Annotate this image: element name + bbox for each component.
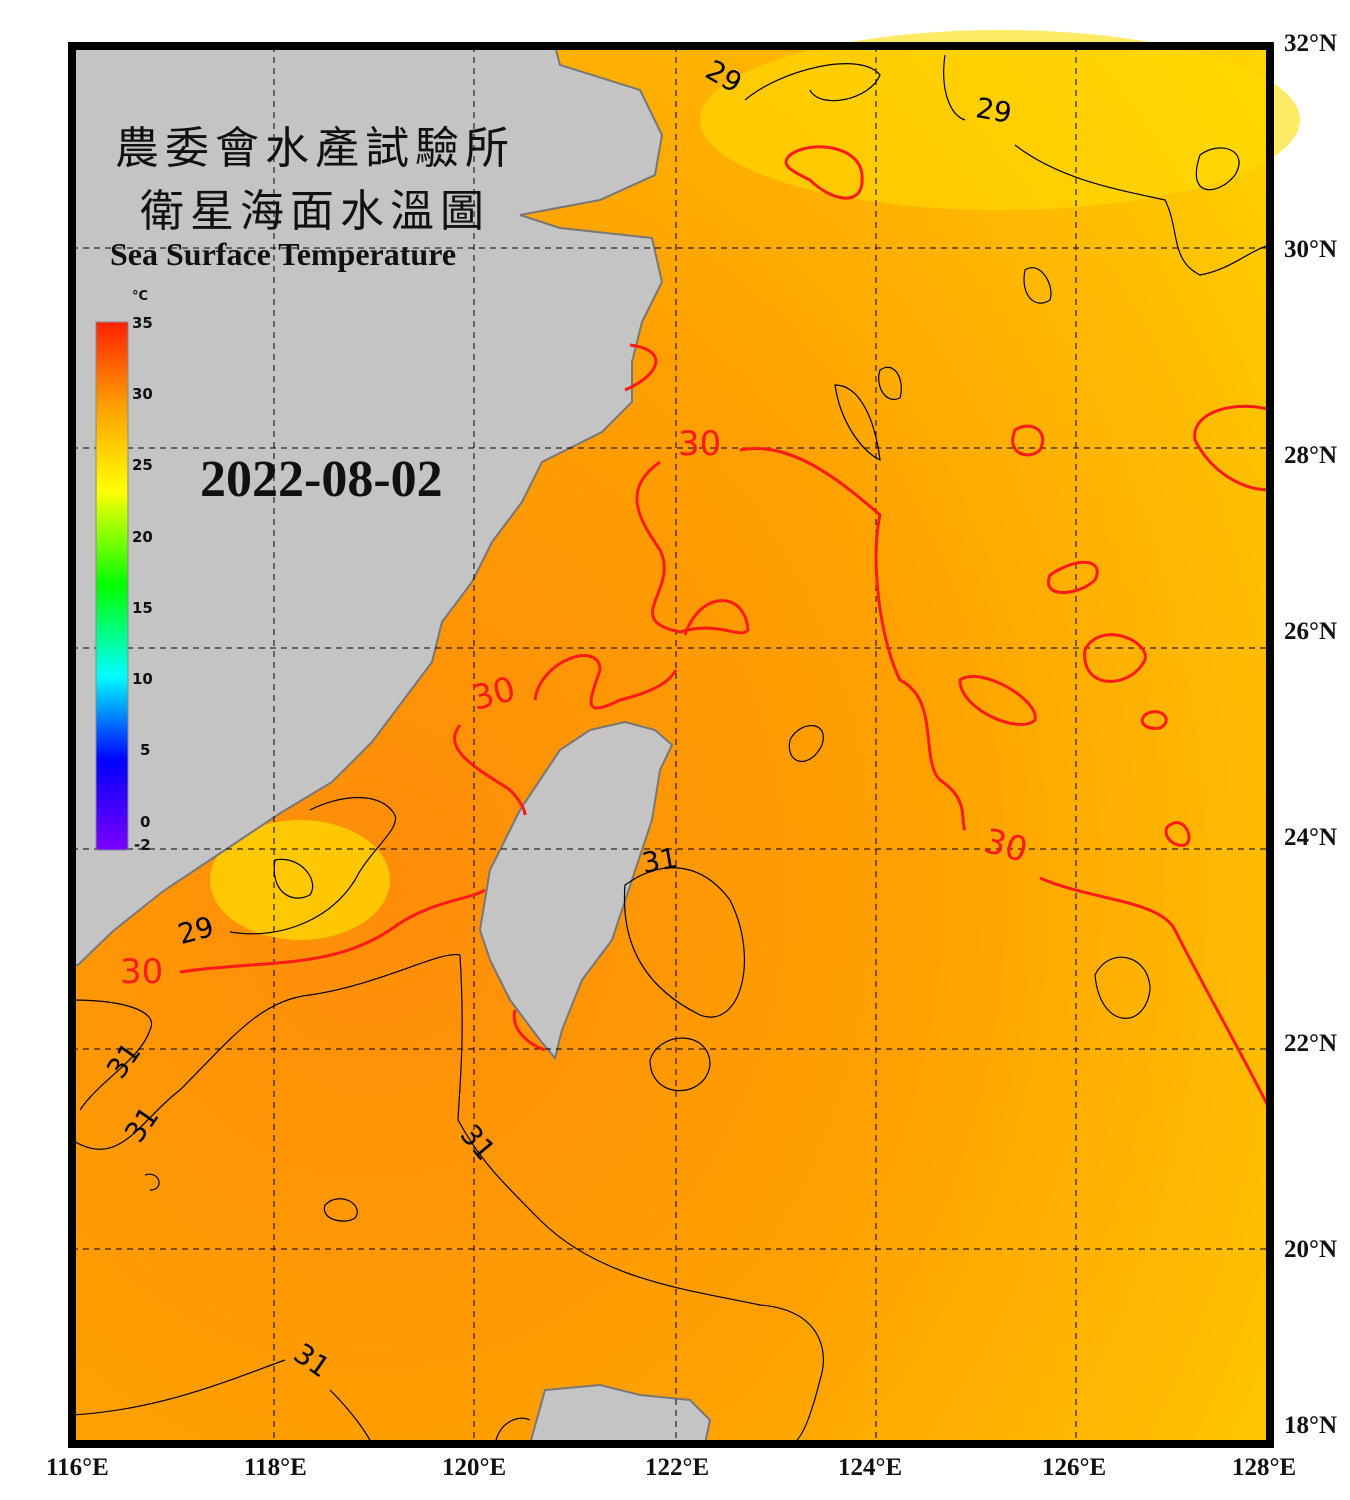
lat-label: 24°N bbox=[1284, 824, 1338, 851]
colorbar-tick: 35 bbox=[132, 314, 153, 332]
colorbar bbox=[95, 321, 129, 851]
contour-label: 29 bbox=[973, 91, 1015, 130]
lat-label: 32°N bbox=[1284, 30, 1338, 57]
colorbar-tick: 25 bbox=[132, 456, 153, 474]
map-date: 2022-08-02 bbox=[200, 451, 443, 508]
black-contours bbox=[71, 54, 1271, 1445]
colorbar-tick: -2 bbox=[134, 836, 151, 854]
colorbar-tick: 0 bbox=[140, 813, 151, 831]
contour-label: 31 bbox=[639, 841, 681, 880]
colorbar-tick: 10 bbox=[132, 670, 153, 688]
map-frame bbox=[68, 42, 1274, 1448]
colorbar-unit: °C bbox=[132, 289, 149, 304]
grid-lines bbox=[72, 46, 1270, 1444]
lat-label: 28°N bbox=[1284, 442, 1338, 469]
lon-label: 122°E bbox=[645, 1454, 710, 1481]
title-english: Sea Surface Temperature bbox=[110, 236, 457, 272]
colorbar-tick: 15 bbox=[132, 599, 153, 617]
cool-patch bbox=[700, 30, 1300, 210]
lon-label: 128°E bbox=[1232, 1454, 1297, 1481]
cool-patch bbox=[210, 820, 390, 940]
lon-label: 126°E bbox=[1042, 1454, 1107, 1481]
lon-label: 124°E bbox=[838, 1454, 903, 1481]
lon-label: 116°E bbox=[46, 1454, 109, 1481]
contour-label-30: 30 bbox=[678, 424, 722, 464]
lon-label: 118°E bbox=[244, 1454, 307, 1481]
colorbar-tick: 30 bbox=[132, 385, 153, 403]
lat-label: 26°N bbox=[1284, 618, 1338, 645]
lon-label: 120°E bbox=[442, 1454, 507, 1481]
red-contours-30 bbox=[179, 145, 1272, 1111]
lat-label: 30°N bbox=[1284, 236, 1338, 263]
colorbar-tick: 20 bbox=[132, 528, 153, 546]
colorbar-tick: 5 bbox=[140, 741, 151, 759]
taiwan-island bbox=[478, 720, 674, 1061]
contour-label-30: 30 bbox=[120, 952, 164, 992]
title-chinese-map: 衛星海面水溫圖 bbox=[140, 186, 490, 237]
title-chinese-institute: 農委會水產試驗所 bbox=[115, 123, 515, 174]
lat-label: 22°N bbox=[1284, 1030, 1338, 1057]
china-landmass bbox=[71, 45, 664, 966]
lat-label: 18°N bbox=[1284, 1412, 1338, 1439]
lat-label: 20°N bbox=[1284, 1236, 1338, 1263]
